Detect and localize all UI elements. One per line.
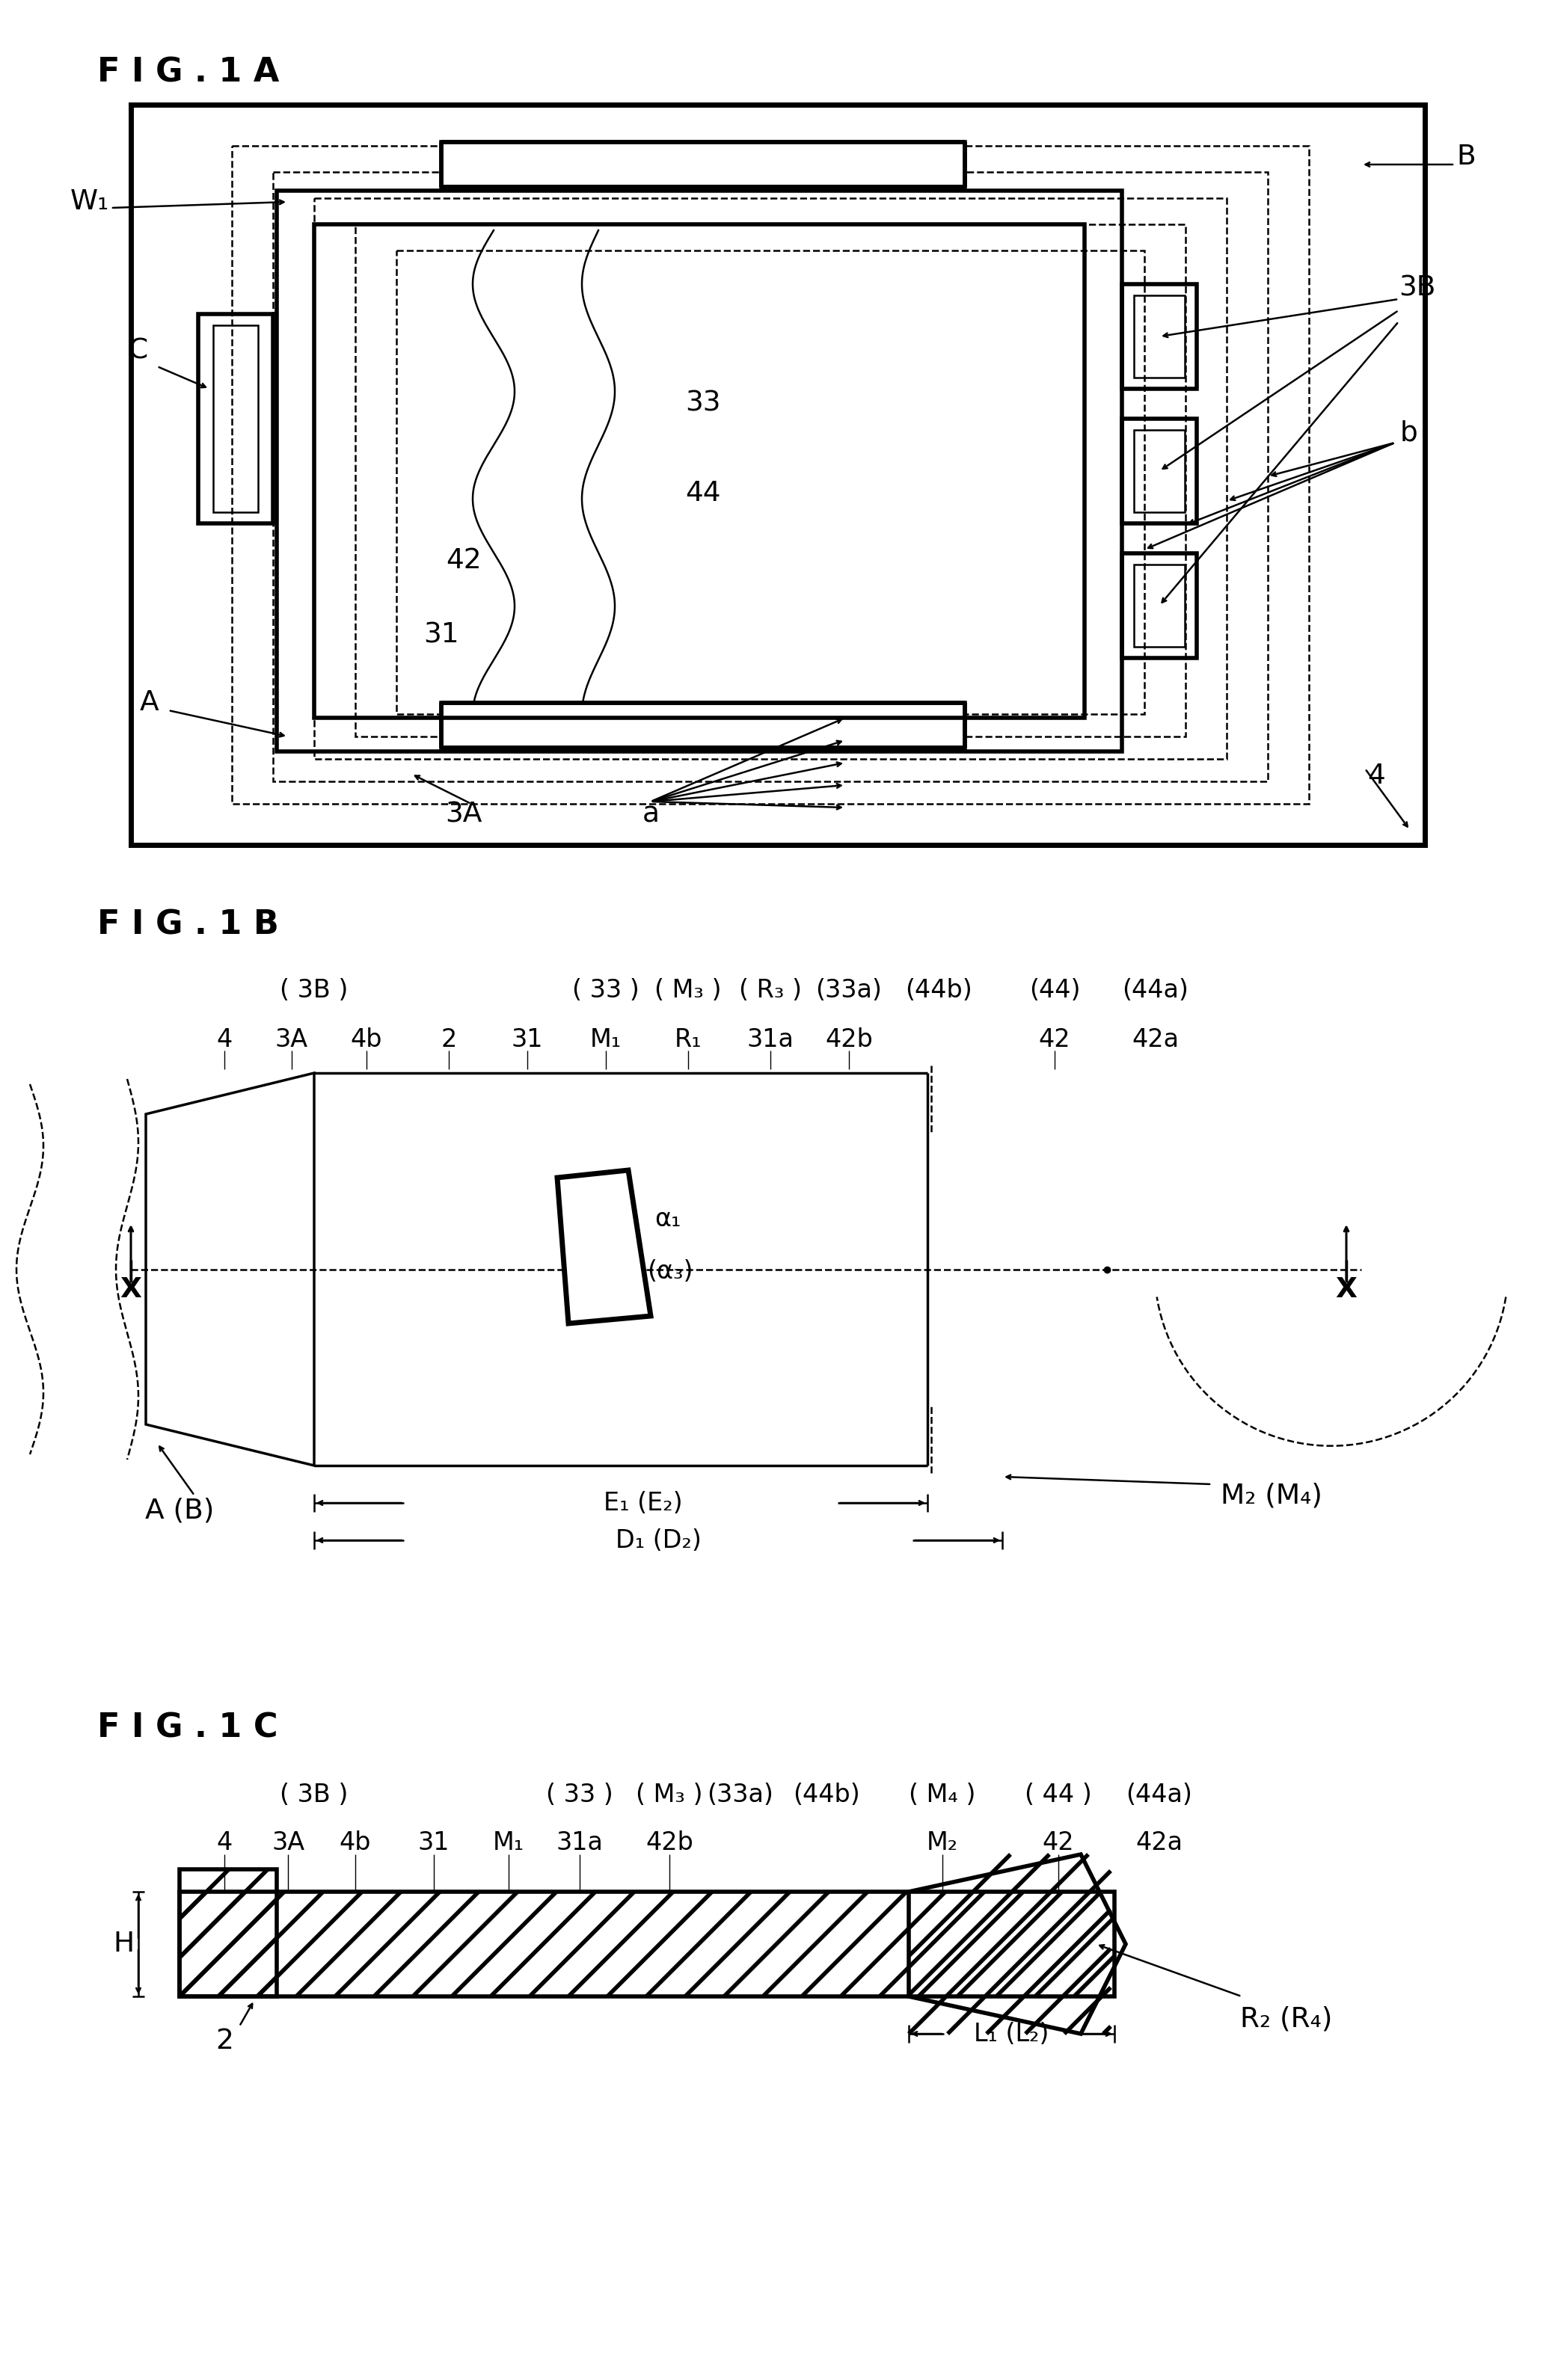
Text: W₁: W₁ (70, 188, 109, 214)
Bar (131, 105, 1424, 845)
Text: 2: 2 (216, 2028, 233, 2054)
Text: 31a: 31a (746, 1028, 795, 1052)
Text: (44a): (44a) (1123, 978, 1190, 1002)
Text: 4b: 4b (350, 1028, 383, 1052)
Text: X: X (1336, 1276, 1358, 1304)
Text: 2: 2 (440, 1028, 457, 1052)
Bar (1123, 552, 1197, 657)
Text: M₁: M₁ (589, 1028, 622, 1052)
Text: b: b (1400, 421, 1418, 447)
Bar (397, 250, 1144, 714)
Text: 4b: 4b (339, 1830, 372, 1856)
Bar (274, 171, 1267, 781)
Text: 42b: 42b (826, 1028, 872, 1052)
Bar (314, 224, 1084, 719)
Text: R₁: R₁ (675, 1028, 701, 1052)
Text: (33a): (33a) (816, 978, 882, 1002)
Text: ( 33 ): ( 33 ) (546, 1783, 613, 1806)
Text: D₁ (D₂): D₁ (D₂) (616, 1528, 701, 1552)
Text: 3A: 3A (445, 802, 482, 828)
Bar (1123, 283, 1197, 388)
Bar (179, 1868, 277, 1997)
Text: ( 44 ): ( 44 ) (1025, 1783, 1092, 1806)
Text: ( 3B ): ( 3B ) (280, 1783, 348, 1806)
Bar (1134, 431, 1185, 512)
Text: X: X (120, 1276, 142, 1304)
Text: ( M₄ ): ( M₄ ) (910, 1783, 977, 1806)
Bar (197, 314, 274, 524)
Bar (232, 145, 1309, 804)
Text: 31a: 31a (557, 1830, 603, 1856)
Text: E₁ (E₂): E₁ (E₂) (603, 1490, 683, 1516)
Text: M₂: M₂ (927, 1830, 958, 1856)
Text: C: C (129, 338, 148, 364)
Text: M₁: M₁ (493, 1830, 524, 1856)
Text: L₁ (L₂): L₁ (L₂) (973, 2021, 1048, 2047)
Bar (442, 143, 964, 188)
Text: (α₃): (α₃) (647, 1259, 694, 1283)
Text: 42a: 42a (1132, 1028, 1179, 1052)
Text: A (B): A (B) (145, 1497, 215, 1523)
Text: B: B (1457, 143, 1476, 171)
Text: 3B: 3B (1398, 274, 1435, 302)
Text: 42: 42 (1039, 1028, 1070, 1052)
Text: (33a): (33a) (708, 1783, 774, 1806)
Text: ( M₃ ): ( M₃ ) (655, 978, 722, 1002)
Text: 4: 4 (1367, 762, 1386, 790)
Text: α₁: α₁ (655, 1207, 681, 1230)
Text: 33: 33 (686, 390, 722, 416)
Text: 44: 44 (686, 481, 722, 507)
Bar (1123, 419, 1197, 524)
Bar (442, 702, 964, 747)
Text: 42: 42 (1042, 1830, 1075, 1856)
Text: a: a (642, 802, 659, 828)
Text: F I G . 1 C: F I G . 1 C (98, 1711, 278, 1745)
Text: F I G . 1 A: F I G . 1 A (98, 57, 280, 88)
Text: (44b): (44b) (793, 1783, 860, 1806)
Bar (213, 326, 258, 512)
Bar (277, 190, 1123, 752)
Text: 42a: 42a (1135, 1830, 1183, 1856)
Text: H: H (114, 1930, 134, 1956)
Bar (1134, 295, 1185, 378)
Text: 31: 31 (418, 1830, 449, 1856)
Bar (179, 1892, 1115, 1997)
Bar (355, 224, 1185, 735)
Text: M₂ (M₄): M₂ (M₄) (1221, 1483, 1322, 1509)
Bar (314, 198, 1227, 759)
Text: 4: 4 (216, 1830, 232, 1856)
Text: 4: 4 (216, 1028, 232, 1052)
Text: 3A: 3A (275, 1028, 308, 1052)
Text: F I G . 1 B: F I G . 1 B (98, 909, 278, 940)
Text: 31: 31 (423, 621, 459, 650)
Text: 42: 42 (446, 547, 482, 574)
Text: (44b): (44b) (905, 978, 972, 1002)
Text: R₂ (R₄): R₂ (R₄) (1241, 2006, 1333, 2033)
Text: 42b: 42b (645, 1830, 694, 1856)
Text: ( R₃ ): ( R₃ ) (739, 978, 802, 1002)
Text: 3A: 3A (272, 1830, 305, 1856)
Text: A: A (140, 690, 159, 716)
Text: ( 3B ): ( 3B ) (280, 978, 348, 1002)
Text: ( M₃ ): ( M₃ ) (636, 1783, 703, 1806)
Text: (44): (44) (1029, 978, 1081, 1002)
Polygon shape (557, 1171, 650, 1323)
Bar (1134, 564, 1185, 647)
Text: (44a): (44a) (1126, 1783, 1193, 1806)
Text: 31: 31 (512, 1028, 543, 1052)
Text: ( 33 ): ( 33 ) (572, 978, 639, 1002)
